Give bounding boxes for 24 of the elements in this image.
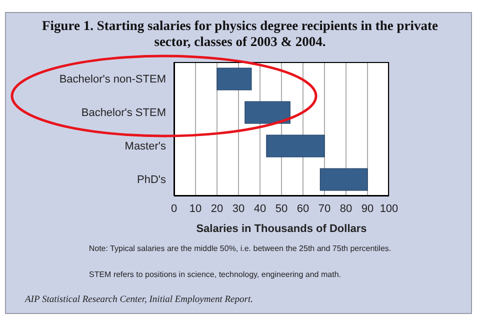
text: STEM refers to positions in science, technology, engineering and math. [89, 270, 341, 279]
bar [216, 68, 252, 90]
x-tick-label: 50 [275, 202, 288, 215]
x-tick-label: 60 [296, 202, 310, 215]
y-tick-label: PhD's [137, 174, 166, 186]
x-tick-label: 80 [340, 202, 352, 215]
x-tick-label: 10 [189, 202, 202, 215]
x-tick-label: 100 [380, 202, 398, 215]
chart-title: Figure 1. Starting salaries for physics degree recipients in the private sector, classes of 2003 & 2004. [40, 18, 440, 50]
bar [320, 168, 368, 191]
bar [266, 134, 325, 158]
y-tick-label: Bachelor's STEM [81, 107, 166, 120]
text: Note: Typical salaries are the middle 50%, i.e. between the 25th and 75th percentiles. [88, 244, 392, 253]
x-tick-label: 30 [232, 202, 245, 215]
bar [244, 101, 290, 124]
x-tick-label: 90 [361, 202, 374, 215]
y-tick-label: Bachelor's non-STEM [59, 74, 166, 86]
x-tick-label: 40 [254, 202, 266, 215]
x-axis-title: Salaries in Thousands of Dollars [196, 223, 367, 235]
y-tick-label: Master's [124, 140, 166, 153]
x-tick-label: 20 [210, 202, 224, 215]
x-tick-label: 70 [318, 202, 331, 215]
text: AIP Statistical Research Center, Initial Employment Report. [25, 295, 253, 305]
x-tick-label: 0 [170, 202, 178, 215]
